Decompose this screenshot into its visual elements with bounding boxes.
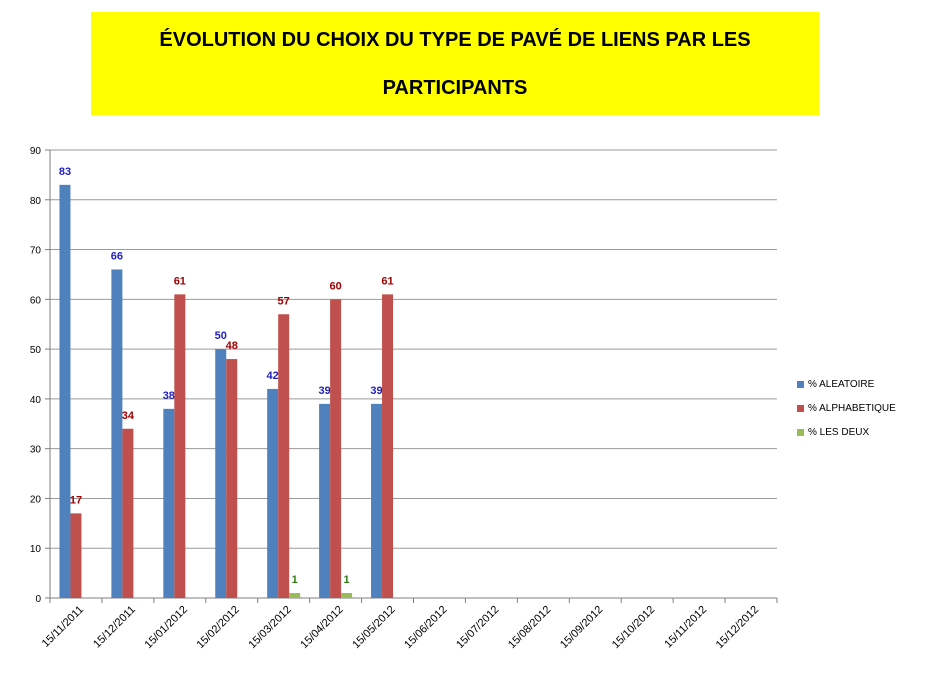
bar-aleatoire: [267, 388, 279, 598]
y-tick-label: 50: [30, 345, 42, 356]
bar-les-deux: [341, 593, 353, 598]
x-tick-label: 15/11/2011: [40, 604, 86, 650]
bar-alphabetique: [70, 513, 82, 598]
x-tick-label: 15/12/2011: [91, 604, 138, 651]
data-label: 39: [370, 385, 382, 397]
data-label: 48: [226, 340, 238, 352]
y-tick-label: 80: [30, 196, 42, 207]
legend-item-alphabetique: % ALPHABETIQUE: [797, 396, 896, 420]
data-label: 61: [174, 275, 186, 287]
legend-item-aleatoire: % ALEATOIRE: [797, 372, 896, 396]
legend-label-alphabetique: % ALPHABETIQUE: [808, 402, 896, 414]
bar-les-deux: [289, 593, 301, 598]
legend-label-les-deux: % LES DEUX: [808, 426, 870, 438]
bar-alphabetique: [330, 299, 342, 598]
bar-alphabetique: [382, 294, 394, 598]
data-label: 1: [292, 574, 298, 586]
data-label: 34: [122, 410, 135, 422]
chart-title-line-2: PARTICIPANTS: [382, 76, 528, 99]
data-label: 83: [59, 166, 71, 178]
x-tick-label: 15/02/2012: [194, 604, 241, 651]
data-label: 60: [329, 280, 341, 292]
data-label: 39: [318, 385, 330, 397]
legend-label-aleatoire: % ALEATOIRE: [808, 378, 875, 390]
data-label: 61: [381, 275, 393, 287]
data-label: 1: [344, 574, 350, 586]
bar-alphabetique: [226, 359, 238, 598]
x-tick-label: 15/09/2012: [558, 604, 605, 651]
bar-aleatoire: [163, 408, 175, 598]
data-label: 38: [163, 390, 175, 402]
data-label: 17: [70, 494, 82, 506]
y-tick-label: 60: [30, 295, 42, 306]
bar-aleatoire: [215, 349, 227, 598]
y-tick-label: 0: [35, 594, 41, 605]
y-tick-label: 90: [30, 146, 42, 157]
chart-legend: % ALEATOIRE % ALPHABETIQUE % LES DEUX: [797, 372, 896, 444]
x-tick-label: 15/11/2012: [662, 604, 709, 651]
y-tick-label: 40: [30, 395, 42, 406]
bar-aleatoire: [59, 184, 71, 598]
legend-swatch-aleatoire: [797, 380, 804, 388]
bar-aleatoire: [371, 403, 383, 598]
x-tick-label: 15/06/2012: [402, 604, 449, 651]
legend-swatch-les-deux: [797, 428, 804, 436]
data-label: 57: [278, 295, 290, 307]
x-tick-label: 15/05/2012: [350, 604, 397, 651]
y-tick-label: 30: [30, 445, 42, 456]
x-tick-label: 15/08/2012: [506, 604, 553, 651]
y-tick-label: 10: [30, 544, 42, 555]
x-tick-label: 15/10/2012: [610, 604, 657, 651]
bar-aleatoire: [319, 403, 331, 598]
x-tick-label: 15/03/2012: [246, 604, 293, 651]
data-label: 42: [267, 370, 279, 382]
y-tick-label: 20: [30, 494, 42, 505]
data-label: 50: [215, 330, 227, 342]
x-tick-label: 15/01/2012: [143, 604, 190, 651]
legend-swatch-alphabetique: [797, 404, 804, 412]
chart-title-banner: ÉVOLUTION DU CHOIX DU TYPE DE PAVÉ DE LI…: [91, 12, 819, 115]
bar-aleatoire: [111, 269, 123, 598]
bar-alphabetique: [174, 294, 186, 598]
x-tick-label: 15/04/2012: [298, 604, 345, 651]
bar-alphabetique: [278, 314, 290, 598]
chart-title-line-1: ÉVOLUTION DU CHOIX DU TYPE DE PAVÉ DE LI…: [159, 28, 751, 51]
x-tick-label: 15/07/2012: [454, 604, 501, 651]
legend-item-les-deux: % LES DEUX: [797, 420, 896, 444]
bar-alphabetique: [122, 428, 134, 598]
y-tick-label: 70: [30, 246, 42, 257]
x-tick-label: 15/12/2012: [714, 604, 761, 651]
data-label: 66: [111, 250, 123, 262]
